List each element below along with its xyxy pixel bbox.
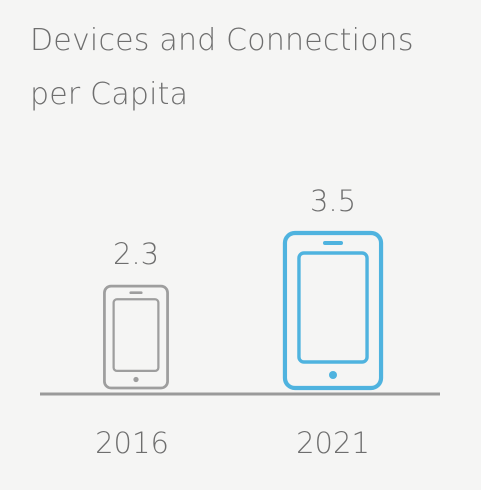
smartphone-icon-2021 [282, 230, 384, 391]
smartphone-icon-2016 [103, 284, 169, 390]
chart-title-line-2: per Capita [30, 77, 189, 112]
x-tick-label-2021: 2021 [296, 426, 370, 460]
x-tick-label-2016: 2016 [95, 426, 169, 460]
data-label-2021: 3.5 [310, 184, 356, 218]
phone-screen [297, 251, 369, 364]
phone-home-button [329, 371, 337, 379]
phone-body [103, 284, 169, 390]
phone-home-button [133, 376, 139, 383]
phone-body [282, 230, 384, 391]
chart-title-line-1: Devices and Connections [30, 23, 414, 58]
phone-screen [112, 298, 160, 373]
chart-title: Devices and Connections per Capita [30, 14, 414, 122]
data-label-2016: 2.3 [113, 237, 159, 271]
